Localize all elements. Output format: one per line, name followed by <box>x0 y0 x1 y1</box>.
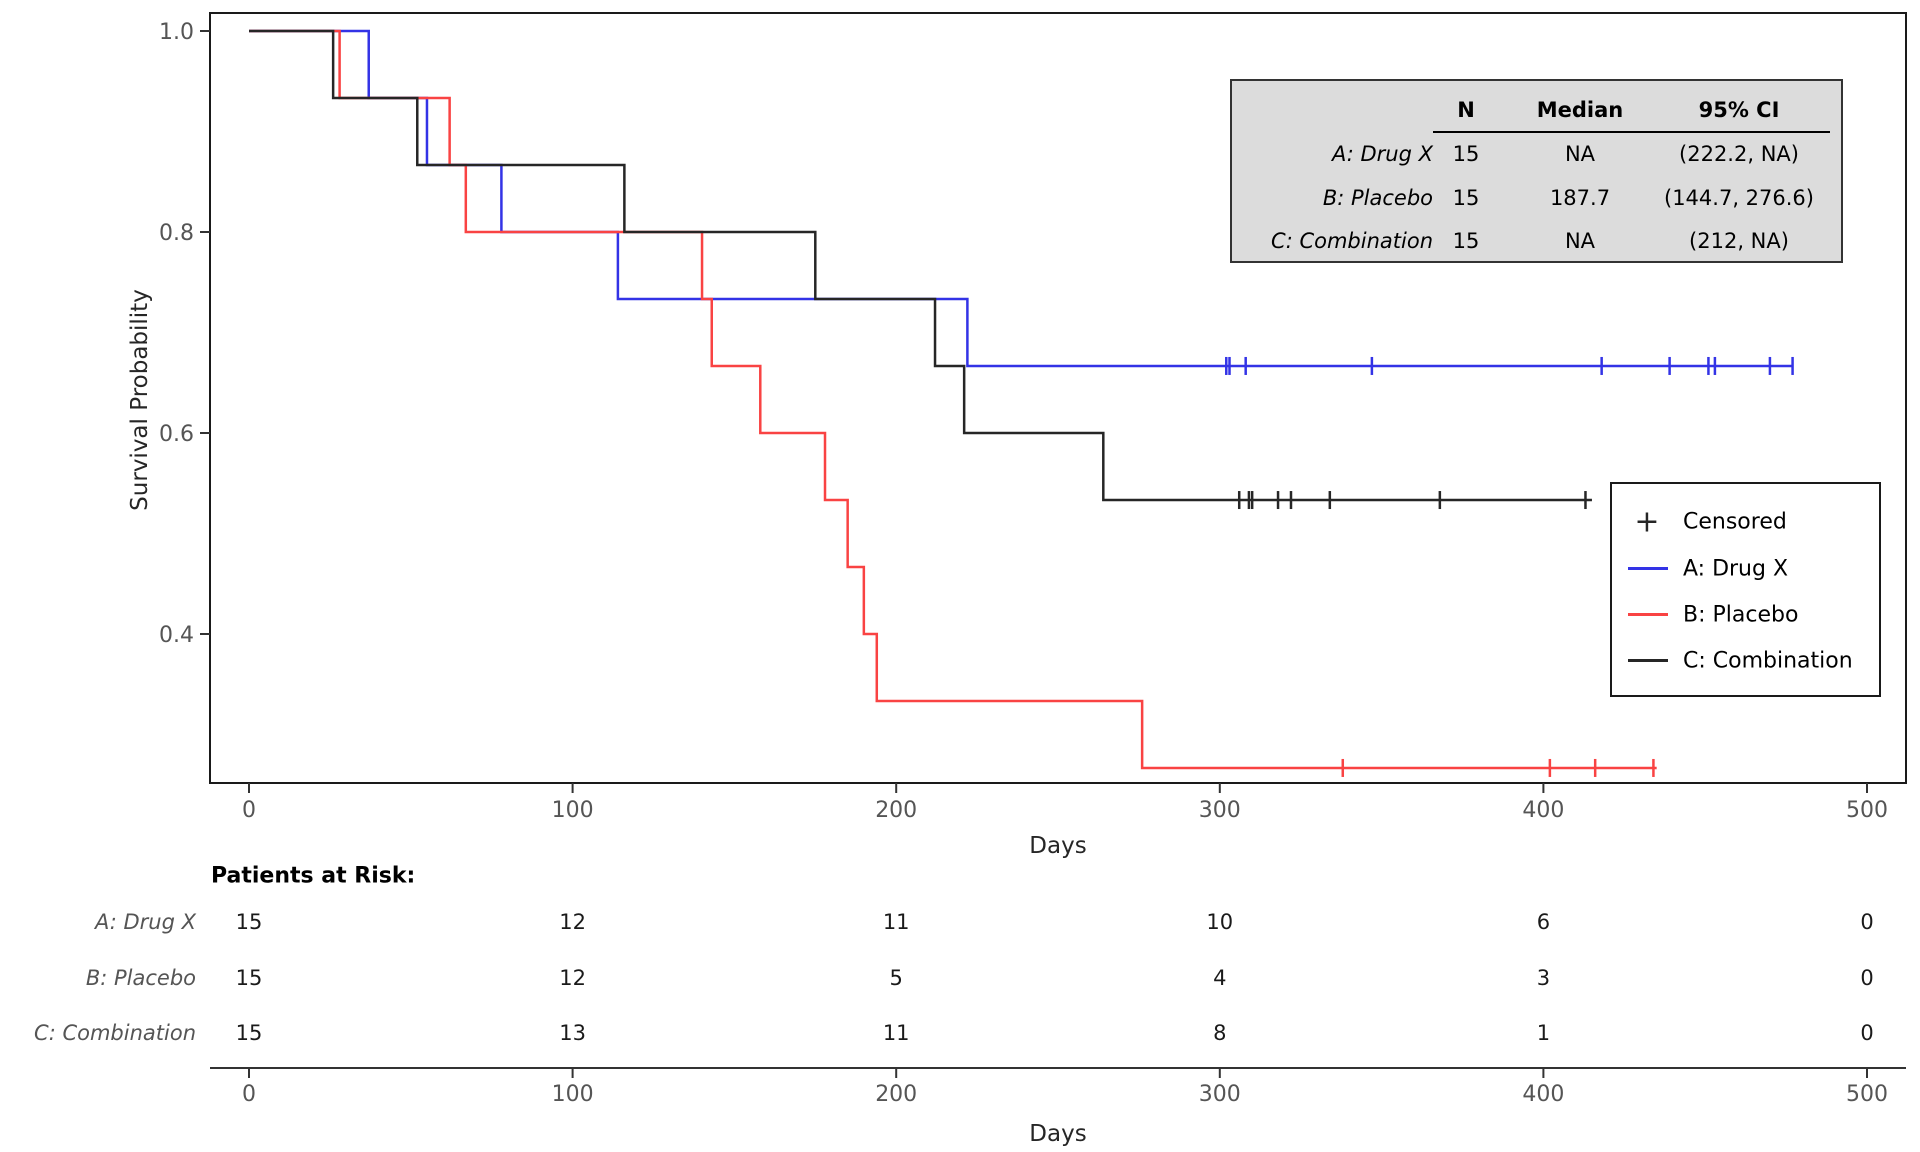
risk-row-label: A: Drug X <box>94 910 196 934</box>
risk-count: 10 <box>1206 910 1234 934</box>
y-axis-title: Survival Probability <box>127 289 153 511</box>
risk-count: 3 <box>1536 966 1551 990</box>
x-tick-label: 0 <box>242 798 256 823</box>
legend-label-series: C: Combination <box>1683 648 1853 674</box>
risk-axis-tick-label: 300 <box>1199 1082 1241 1107</box>
summary-ci: (212, NA) <box>1689 229 1789 253</box>
x-tick-label: 300 <box>1199 798 1241 823</box>
summary-ci: (144.7, 276.6) <box>1664 186 1814 210</box>
summary-stats-table: N Median 95% CI A: Drug X 15 NA (222.2, … <box>1230 79 1843 263</box>
plot-panel-border <box>209 12 1907 784</box>
risk-count: 6 <box>1536 910 1551 934</box>
risk-axis-tick-label: 400 <box>1522 1082 1564 1107</box>
km-curve-B: Placebo <box>249 29 1657 770</box>
summary-header-median: Median <box>1536 98 1624 122</box>
risk-table-title: Patients at Risk: <box>211 863 416 889</box>
risk-axis-tick-label: 500 <box>1846 1082 1888 1107</box>
y-tick-label: 0.8 <box>159 221 194 246</box>
legend-label-censored: Censored <box>1683 509 1787 535</box>
x-axis-title: Days <box>1029 833 1087 859</box>
summary-median: 187.7 <box>1549 186 1611 210</box>
risk-count: 12 <box>559 966 586 990</box>
risk-count: 15 <box>235 910 263 934</box>
km-curve-A: Drug X <box>249 29 1793 368</box>
summary-n: 15 <box>1452 142 1480 166</box>
x-tick-label: 200 <box>875 798 917 823</box>
risk-count: 12 <box>559 910 586 934</box>
legend-line-swatch <box>1628 567 1668 570</box>
summary-n: 15 <box>1452 229 1480 253</box>
y-tick-label: 0.4 <box>159 623 194 648</box>
summary-n: 15 <box>1452 186 1480 210</box>
legend-label-series: A: Drug X <box>1683 556 1789 582</box>
legend: + Censored A: Drug X B: Placebo C: Combi… <box>1610 482 1881 697</box>
summary-median: NA <box>1564 142 1596 166</box>
summary-ci: (222.2, NA) <box>1679 142 1799 166</box>
risk-axis-tick-label: 200 <box>875 1082 917 1107</box>
risk-count: 1 <box>1536 1021 1551 1045</box>
risk-count: 5 <box>889 966 903 990</box>
km-curve-C: Combination <box>249 29 1592 502</box>
risk-count: 0 <box>1860 910 1874 934</box>
summary-header-ci: 95% CI <box>1698 98 1780 122</box>
risk-count: 15 <box>235 966 263 990</box>
summary-header-n: N <box>1457 98 1475 122</box>
risk-count: 0 <box>1860 1021 1874 1045</box>
risk-count: 8 <box>1213 1021 1227 1045</box>
summary-row-label: A: Drug X <box>1331 142 1433 166</box>
summary-row-label: C: Combination <box>1271 229 1433 253</box>
risk-row-label: C: Combination <box>34 1021 196 1045</box>
risk-axis-tick-label: 100 <box>552 1082 594 1107</box>
risk-axis-title: Days <box>1029 1121 1087 1147</box>
risk-count: 15 <box>235 1021 263 1045</box>
y-tick-label: 0.6 <box>159 422 194 447</box>
x-tick-label: 500 <box>1846 798 1888 823</box>
risk-row-label: B: Placebo <box>85 966 196 990</box>
summary-median: NA <box>1564 229 1596 253</box>
risk-axis-tick-label: 0 <box>242 1082 256 1107</box>
risk-count: 11 <box>882 1021 910 1045</box>
legend-line-swatch <box>1628 659 1668 662</box>
risk-count: 0 <box>1860 966 1874 990</box>
summary-header-underline <box>1433 131 1830 133</box>
x-tick-label: 400 <box>1522 798 1564 823</box>
y-tick-label: 1.0 <box>159 20 194 45</box>
legend-label-series: B: Placebo <box>1683 602 1799 628</box>
censored-plus-icon: + <box>1634 504 1660 540</box>
risk-count: 4 <box>1213 966 1227 990</box>
x-tick-label: 100 <box>552 798 594 823</box>
summary-row-label: B: Placebo <box>1322 186 1433 210</box>
legend-line-swatch <box>1628 613 1668 616</box>
risk-count: 13 <box>559 1021 586 1045</box>
risk-count: 11 <box>882 910 910 934</box>
